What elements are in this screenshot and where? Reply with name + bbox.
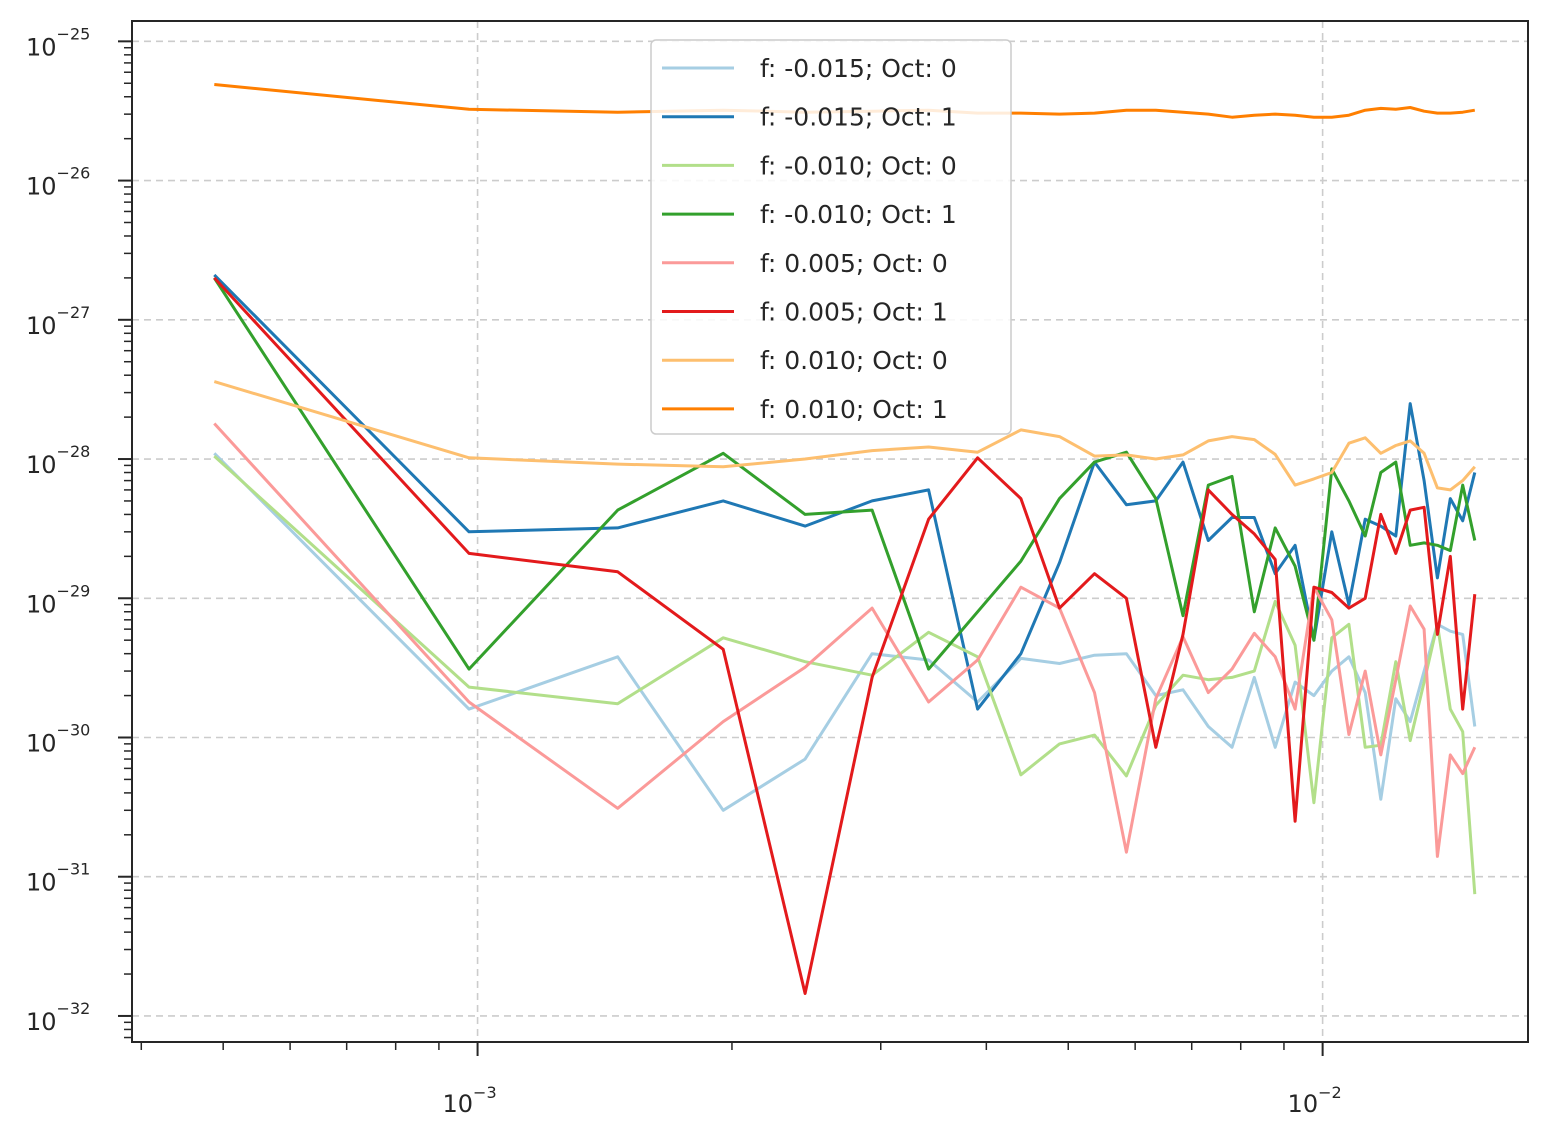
series-line-1 <box>213 452 1477 812</box>
legend-label: f: -0.015; Oct: 0 <box>760 54 957 83</box>
x-tick-label: 10−3 <box>443 1083 497 1118</box>
series-line-6 <box>213 276 1477 995</box>
x-tick-label: 10−2 <box>1288 1083 1342 1118</box>
legend: f: -0.015; Oct: 0 f: -0.015; Oct: 1 f: -0.… <box>650 39 1012 435</box>
y-tick-label: 10−31 <box>26 860 90 897</box>
legend-label: f: -0.010; Oct: 1 <box>760 200 957 229</box>
legend-label: f: 0.005; Oct: 1 <box>760 298 948 327</box>
legend-label: f: 0.010; Oct: 0 <box>760 346 948 375</box>
y-tick-label: 10−26 <box>26 164 90 201</box>
legend-label: f: -0.010; Oct: 0 <box>760 151 957 180</box>
legend-label: f: -0.015; Oct: 1 <box>760 103 957 132</box>
legend-box <box>650 39 1012 435</box>
series-line-2 <box>213 273 1477 711</box>
series-line-7 <box>213 380 1476 492</box>
y-tick-label: 10−29 <box>26 581 90 618</box>
series-line-3 <box>213 454 1477 895</box>
legend-label: f: 0.010; Oct: 1 <box>760 395 948 424</box>
y-tick-label: 10−30 <box>26 720 90 757</box>
axis-ticks: 10−3 10−2 10−25 10−26 10−27 10−28 10−29 10−30 10… <box>26 24 1342 1118</box>
y-tick-label: 10−25 <box>26 24 90 61</box>
series-line-5 <box>213 422 1477 858</box>
legend-label: f: 0.005; Oct: 0 <box>760 249 948 278</box>
series-line-4 <box>213 277 1477 671</box>
y-tick-label: 10−27 <box>26 303 90 340</box>
y-tick-label: 10−32 <box>26 999 90 1036</box>
y-tick-label: 10−28 <box>26 442 90 479</box>
